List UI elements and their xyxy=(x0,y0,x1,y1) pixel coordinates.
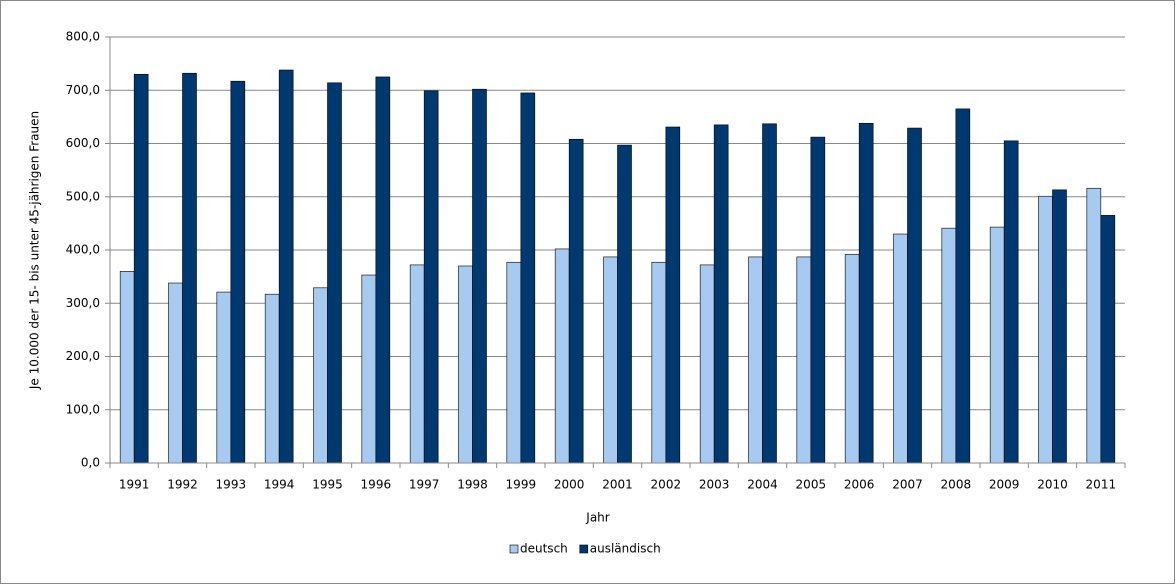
bar xyxy=(858,122,874,464)
bar xyxy=(955,108,971,464)
bar xyxy=(603,256,618,464)
legend-label: deutsch xyxy=(520,542,568,556)
legend-swatch xyxy=(579,544,589,554)
x-tick-label: 1991 xyxy=(119,478,150,492)
bar xyxy=(699,264,715,464)
x-tick-label: 2003 xyxy=(699,478,730,492)
bar xyxy=(893,233,908,464)
bar xyxy=(796,256,812,464)
bar xyxy=(651,261,667,464)
x-tick-label: 1992 xyxy=(167,478,198,492)
x-tick-label: 2002 xyxy=(651,478,682,492)
x-tick-label: 1998 xyxy=(457,478,488,492)
bar xyxy=(810,136,826,464)
bar xyxy=(327,82,342,464)
y-tick-label: 500,0 xyxy=(66,189,100,203)
bar xyxy=(1052,189,1067,464)
bar xyxy=(506,261,522,464)
x-tick-label: 2000 xyxy=(554,478,585,492)
x-tick-label: 1994 xyxy=(264,478,295,492)
x-tick-label: 2009 xyxy=(989,478,1020,492)
x-tick-label: 2008 xyxy=(941,478,972,492)
x-tick-label: 1997 xyxy=(409,478,440,492)
bar xyxy=(1038,195,1053,464)
bar xyxy=(989,226,1005,464)
x-tick-label: 2006 xyxy=(844,478,875,492)
x-axis-label: Jahr xyxy=(585,511,609,525)
bar xyxy=(361,274,377,464)
bar xyxy=(264,293,280,464)
x-tick-label: 1999 xyxy=(506,478,537,492)
bar xyxy=(182,72,197,464)
bar xyxy=(472,88,487,464)
bar xyxy=(762,123,777,464)
y-tick-label: 700,0 xyxy=(66,83,100,97)
bar xyxy=(458,265,473,464)
bar xyxy=(375,76,391,464)
bar xyxy=(1003,140,1019,464)
x-tick-label: 2001 xyxy=(602,478,633,492)
y-tick-label: 800,0 xyxy=(66,30,100,44)
bar xyxy=(1100,215,1116,464)
bar xyxy=(409,264,425,464)
y-tick-label: 100,0 xyxy=(66,402,100,416)
y-tick-label: 400,0 xyxy=(66,243,100,257)
bar xyxy=(423,90,439,464)
y-tick-label: 600,0 xyxy=(66,136,100,150)
bar xyxy=(1086,187,1102,464)
bar xyxy=(617,144,632,464)
bar xyxy=(568,138,584,464)
x-tick-label: 2005 xyxy=(796,478,827,492)
x-tick-label: 1993 xyxy=(216,478,247,492)
y-tick-label: 0,0 xyxy=(81,456,100,470)
x-tick-label: 2007 xyxy=(892,478,923,492)
bar xyxy=(216,291,232,464)
legend-swatch xyxy=(509,544,519,554)
bar xyxy=(119,270,135,464)
x-tick-label: 2010 xyxy=(1037,478,1068,492)
x-tick-label: 2011 xyxy=(1086,478,1117,492)
bar xyxy=(554,248,570,464)
legend-label: ausländisch xyxy=(590,542,661,556)
bar xyxy=(313,287,328,464)
y-tick-label: 300,0 xyxy=(66,296,100,310)
bar xyxy=(665,126,681,464)
bar xyxy=(941,227,957,464)
y-tick-label: 200,0 xyxy=(66,349,100,363)
x-tick-label: 1995 xyxy=(312,478,343,492)
y-axis-label: Je 10.000 der 15- bis unter 45-jährigen … xyxy=(28,111,42,390)
bar xyxy=(844,253,860,464)
bar xyxy=(168,282,183,464)
bar xyxy=(713,124,729,464)
x-tick-label: 2004 xyxy=(747,478,778,492)
bar xyxy=(278,69,294,464)
bar xyxy=(520,92,536,464)
bar xyxy=(748,256,763,464)
bar xyxy=(907,127,922,464)
x-tick-label: 1996 xyxy=(361,478,392,492)
bar xyxy=(133,73,149,464)
bar xyxy=(230,80,246,464)
